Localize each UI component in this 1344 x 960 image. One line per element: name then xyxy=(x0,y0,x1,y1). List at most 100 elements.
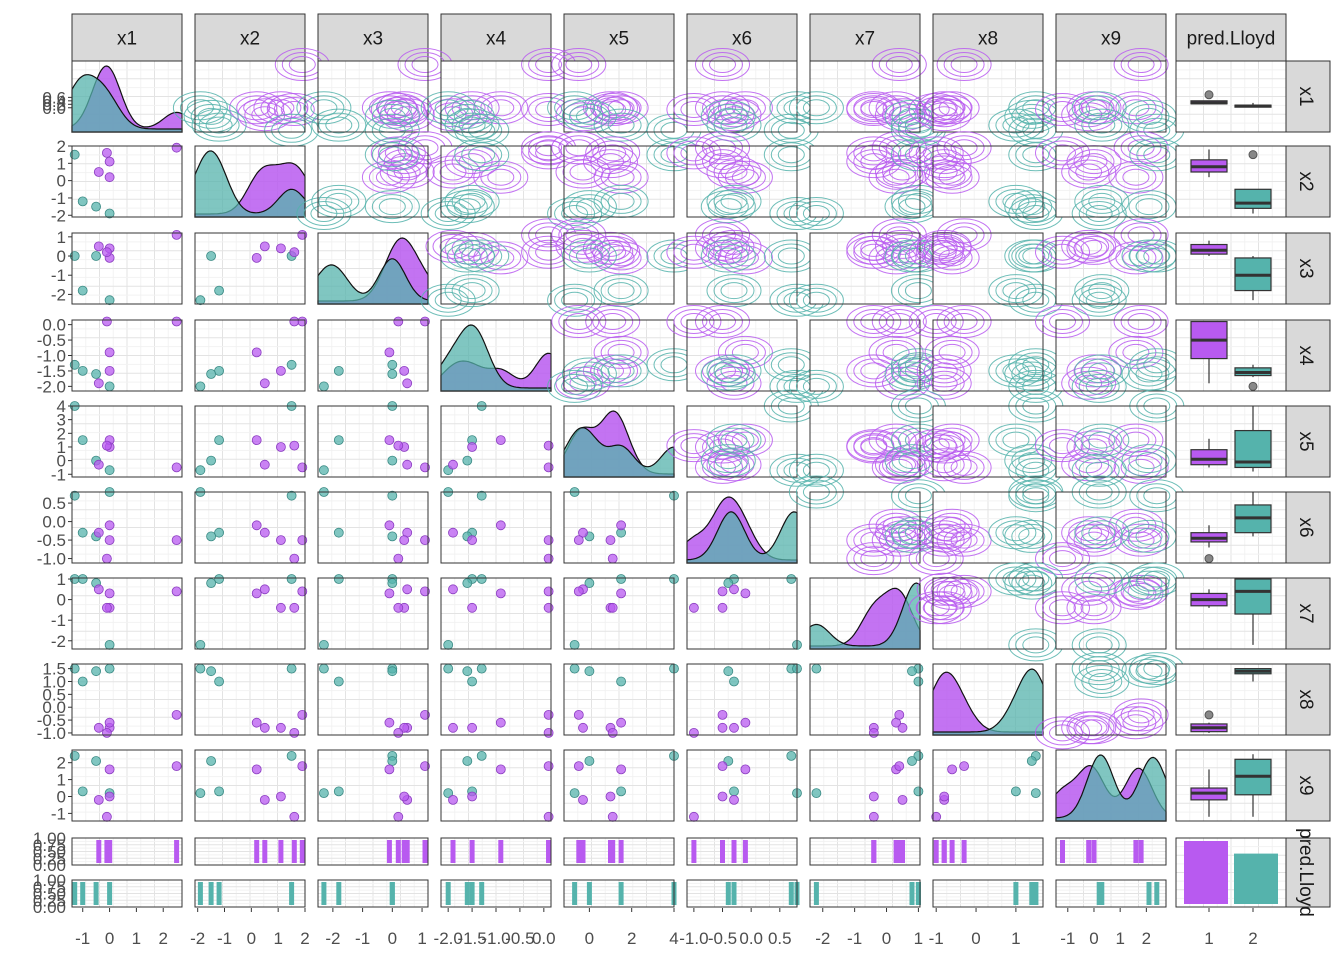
point-x9-x4-3 xyxy=(443,788,454,798)
contour-x4-x6-group1-4-3 xyxy=(666,305,722,338)
right-strip-pred.Lloyd xyxy=(1283,837,1331,908)
contour-x5-x9-group2-1-1 xyxy=(1088,431,1116,449)
contour-x2-x9-group1-3-3 xyxy=(1113,131,1169,165)
contour-x2-x7-group2-1-1 xyxy=(904,192,932,210)
contour-x4-x6-group1-4-2 xyxy=(673,309,715,334)
contour-x1-x4-group1-2-1 xyxy=(487,99,515,117)
right-strip-label-x2: x2 xyxy=(1295,171,1316,191)
contour-x2-x4-group1-3-1 xyxy=(535,139,563,157)
contour-x1-x6-group1-2-3 xyxy=(717,91,773,125)
contour-x2-x9-group1-0-2 xyxy=(1068,159,1110,185)
point-x5-x3-1 xyxy=(333,435,344,446)
point-x7-x6-8 xyxy=(689,602,699,613)
point-x9-x7-7 xyxy=(894,761,905,771)
rug-bar-x2-g1-1 xyxy=(278,840,284,863)
contour-x1-x3-group2-1-1 xyxy=(325,116,353,134)
rug-bar-x4-g1-4 xyxy=(546,840,552,863)
contour-x1-x3-group1-1-3 xyxy=(376,91,432,125)
contour-x2-x5-group1-0-3 xyxy=(555,155,611,189)
point-x7-x4-2 xyxy=(462,578,473,588)
contour-x7-x8-group2-1-1 xyxy=(1002,570,1030,588)
contour-x4-x9-group1-4-1 xyxy=(1049,313,1076,330)
point-x9-x4-6 xyxy=(495,764,506,775)
point-x5-x2-6 xyxy=(251,435,262,446)
contour-x3-x5-group2-3-1 xyxy=(561,291,589,309)
rug-bar-x4-g1-0 xyxy=(450,840,456,863)
contour-x1-x7-group1-4-3 xyxy=(846,93,902,126)
panel-x2-pred.Lloyd xyxy=(1175,145,1287,218)
point-x8-x1-3 xyxy=(104,663,115,674)
y-tick-x2-0: 2 xyxy=(57,137,66,156)
panel-x1-x3 xyxy=(296,48,453,147)
top-strip-x3 xyxy=(317,13,429,62)
contour-x1-x6-group1-3-2 xyxy=(702,52,743,77)
point-x8-x2-0 xyxy=(286,663,297,674)
contour-x1-x2-group2-1-3 xyxy=(191,108,247,142)
panel-x3-x8 xyxy=(908,218,1064,317)
point-x6-x2-8 xyxy=(289,553,300,564)
panel-pred.Lloyd-2-x2 xyxy=(194,879,306,908)
contour-x1-x8-group1-3-3 xyxy=(936,48,992,81)
panel-x9-x9 xyxy=(1055,749,1167,822)
x-tick-x3-0: -2 xyxy=(325,929,340,948)
contour-x6-x9-group2-1-1 xyxy=(1088,524,1116,542)
point-x2-x1-2 xyxy=(91,201,101,212)
point-x6-x5-4 xyxy=(578,527,588,538)
point-x8-x6-5 xyxy=(717,722,728,733)
contour-x7-x8-group1-4-2 xyxy=(915,595,957,621)
point-x9-x8-2 xyxy=(1026,756,1037,766)
contour-x4-x9-group1-4-2 xyxy=(1042,309,1083,334)
top-strip-label-x4: x4 xyxy=(486,29,507,50)
panel-pred.Lloyd-1-x3 xyxy=(317,837,429,866)
panel-x5-pred.Lloyd xyxy=(1175,405,1287,478)
y-tick-x7-1: 0 xyxy=(57,591,66,610)
rug-bar-x9-g1-3 xyxy=(1138,840,1144,863)
contour-x1-x5-group2-2-1 xyxy=(575,107,603,125)
point-x4-x2-6 xyxy=(251,347,262,358)
point-x7-x5-7 xyxy=(573,586,584,597)
right-strip-x4 xyxy=(1283,319,1331,392)
contour-x1-x5-group1-4-2 xyxy=(592,97,634,122)
panel-pred.Lloyd-2-x1 xyxy=(71,879,183,908)
point-x8-x1-4 xyxy=(93,722,104,733)
point-x5-x2-1 xyxy=(214,435,225,446)
point-x9-x7-1 xyxy=(913,786,924,797)
contour-x4-x8-group1-3-2 xyxy=(943,309,985,334)
contour-x3-x8-group1-3-1 xyxy=(950,226,978,244)
panel-x3-x3 xyxy=(317,232,429,305)
contour-x2-x3-group2-2-1 xyxy=(378,198,406,216)
contour-x1-x8-group1-4-1 xyxy=(922,101,950,118)
point-x4-x2-3 xyxy=(195,381,206,392)
point-x9-x1-2 xyxy=(91,756,101,766)
contour-x3-x9-group2-2-2 xyxy=(1128,243,1170,269)
x-tick-pred.Lloyd-0: 1 xyxy=(1204,929,1213,948)
point-x8-x7-2 xyxy=(907,666,917,677)
point-x9-x2-2 xyxy=(206,756,217,766)
top-strip-label-x6: x6 xyxy=(732,29,752,50)
y-tick-pred.Lloyd_1-2: 0.50 xyxy=(33,843,66,862)
point-x7-x6-6 xyxy=(740,588,751,599)
contour-x5-x9-group1-4-1 xyxy=(1049,437,1076,455)
y-tick-x5-3: 1 xyxy=(57,438,66,457)
point-x9-x1-8 xyxy=(102,811,112,822)
panel-x4-x2 xyxy=(194,316,308,392)
contour-x4-x5-group2-1-3 xyxy=(593,354,649,388)
contour-x1-x9-group2-3-3 xyxy=(1071,91,1127,125)
x-tick-x6-3: 0.5 xyxy=(768,929,792,948)
contour-x5-x7-group2-3-2 xyxy=(795,457,837,483)
contour-x1-x2-group2-0-2 xyxy=(271,117,313,143)
contour-x7-x9-group2-2-2 xyxy=(1128,570,1170,596)
point-x5-x2-3 xyxy=(195,465,206,476)
point-x7-x2-2 xyxy=(206,578,217,588)
panel-x2-x4 xyxy=(420,131,577,230)
contour-x4-x5-group1-2-2 xyxy=(600,339,642,365)
density-x8-group2 xyxy=(932,668,1044,736)
contour-x4-x8-group1-2-2 xyxy=(931,339,973,365)
y-tick-x2-3: -1 xyxy=(51,189,66,208)
contour-x1-x5-group1-4-3 xyxy=(585,93,641,126)
contour-x2-x3-group2-3-1 xyxy=(310,205,338,222)
rug-bar-x7-g1-2 xyxy=(893,840,899,863)
top-strip-label-x7: x7 xyxy=(855,29,875,50)
point-x7-x3-8 xyxy=(393,602,404,613)
rug-bar-x9-g1-1 xyxy=(1091,840,1097,863)
